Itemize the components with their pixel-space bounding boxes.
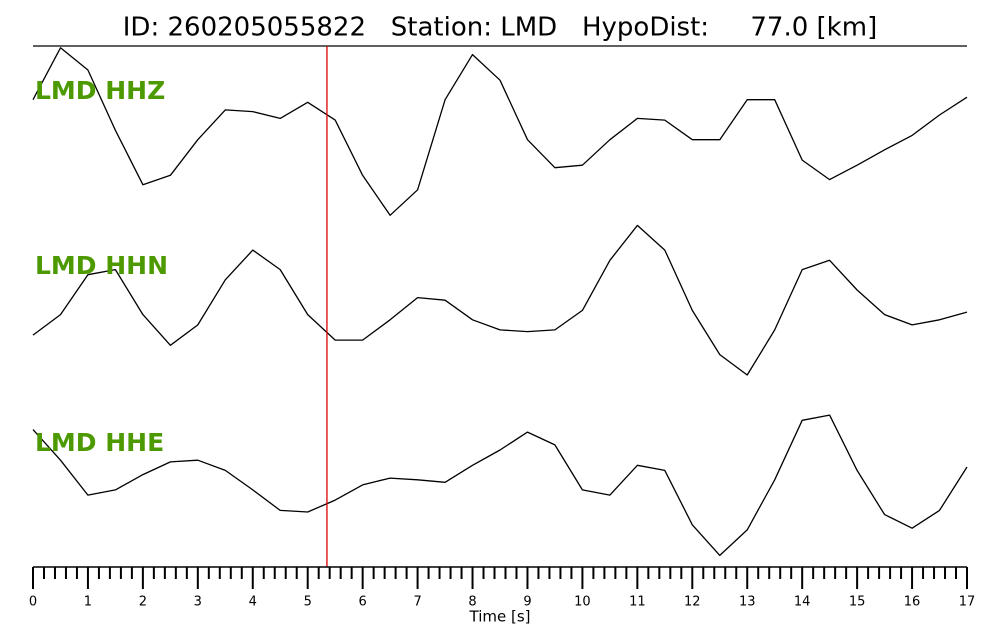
x-tick-label: 8 — [468, 595, 476, 610]
trace-label: LMD HHZ — [35, 76, 165, 105]
x-tick-label: 17 — [959, 595, 976, 610]
trace — [32, 47, 968, 216]
chart-title: ID: 260205055822 Station: LMD HypoDist: … — [123, 13, 877, 43]
trace — [32, 414, 968, 557]
x-tick-label: 3 — [194, 595, 202, 610]
x-tick-label: 0 — [29, 595, 37, 610]
trace-label: LMD HHN — [35, 251, 168, 280]
x-tick-label: 9 — [523, 595, 531, 610]
x-tick-label: 12 — [684, 595, 701, 610]
trace — [32, 224, 968, 376]
x-tick-label: 5 — [304, 595, 312, 610]
x-tick-label: 16 — [904, 595, 921, 610]
trace-label: LMD HHE — [35, 428, 164, 457]
x-tick-label: 11 — [629, 595, 646, 610]
x-tick-label: 10 — [574, 595, 591, 610]
x-tick-label: 13 — [739, 595, 756, 610]
x-tick-label: 2 — [139, 595, 147, 610]
x-tick-label: 4 — [249, 595, 257, 610]
x-axis-label: Time [s] — [469, 608, 531, 626]
x-tick-label: 15 — [849, 595, 866, 610]
x-tick-label: 6 — [359, 595, 367, 610]
x-tick-label: 7 — [413, 595, 421, 610]
x-tick-label: 1 — [84, 595, 92, 610]
x-tick-label: 14 — [794, 595, 811, 610]
